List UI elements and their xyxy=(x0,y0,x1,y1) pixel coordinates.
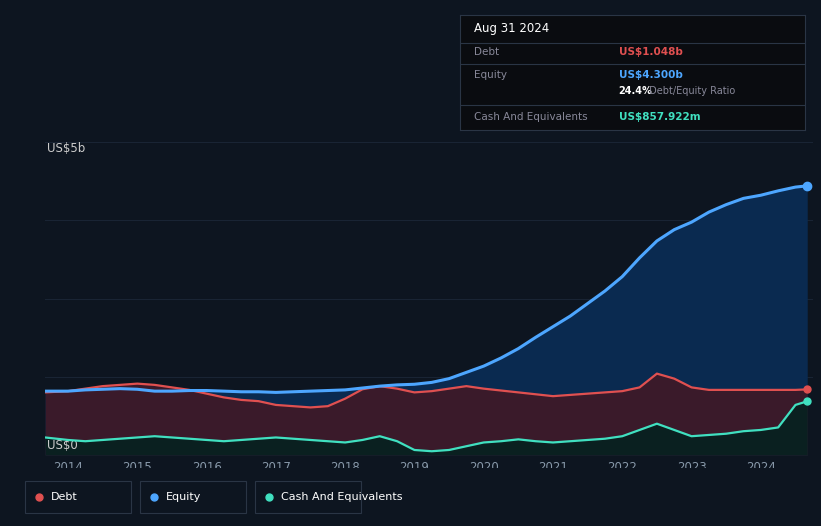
Text: Debt: Debt xyxy=(474,47,499,57)
Text: Debt/Equity Ratio: Debt/Equity Ratio xyxy=(646,86,736,96)
Text: US$5b: US$5b xyxy=(48,142,85,155)
Text: US$1.048b: US$1.048b xyxy=(619,47,682,57)
Text: Cash And Equivalents: Cash And Equivalents xyxy=(281,492,402,502)
Text: Aug 31 2024: Aug 31 2024 xyxy=(474,22,549,35)
Text: Equity: Equity xyxy=(166,492,201,502)
Text: US$4.300b: US$4.300b xyxy=(619,70,682,80)
Text: Equity: Equity xyxy=(474,70,507,80)
Text: 24.4%: 24.4% xyxy=(619,86,653,96)
Text: US$857.922m: US$857.922m xyxy=(619,113,700,123)
Text: Cash And Equivalents: Cash And Equivalents xyxy=(474,113,587,123)
Text: US$0: US$0 xyxy=(48,439,78,452)
Text: Debt: Debt xyxy=(51,492,78,502)
